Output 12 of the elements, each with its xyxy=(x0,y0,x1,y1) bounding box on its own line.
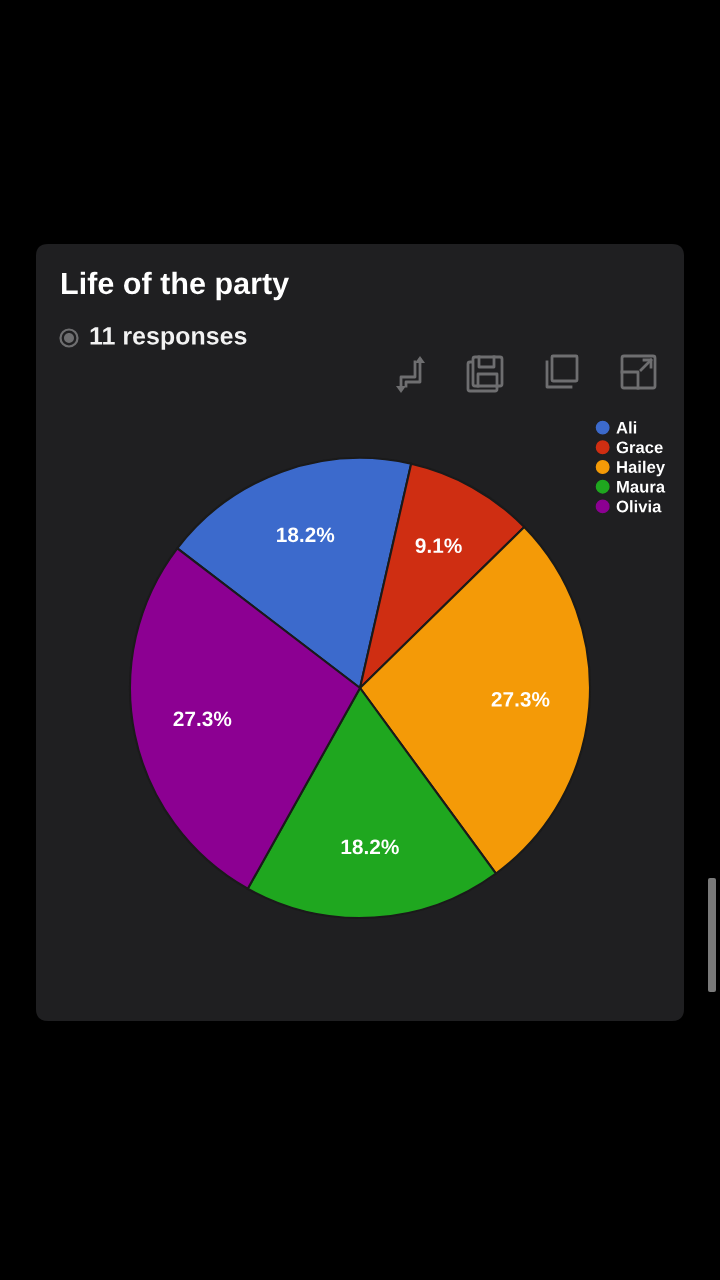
data-label: 9.1% xyxy=(415,538,462,554)
legend-label: Maura xyxy=(617,481,666,493)
data-label: 27.3% xyxy=(173,711,232,727)
legend-label: Ali xyxy=(616,421,637,434)
legend-label: Olivia xyxy=(616,500,662,513)
data-label: 18.2% xyxy=(341,839,399,855)
chart-subtitle: 11 responses xyxy=(90,327,247,350)
legend-label: Grace xyxy=(616,441,663,454)
data-label: 27.3% xyxy=(491,691,550,707)
chart-title: Life of the party xyxy=(62,271,290,301)
data-label: 18.2% xyxy=(277,527,335,543)
legend-label: Hailey xyxy=(617,460,666,477)
